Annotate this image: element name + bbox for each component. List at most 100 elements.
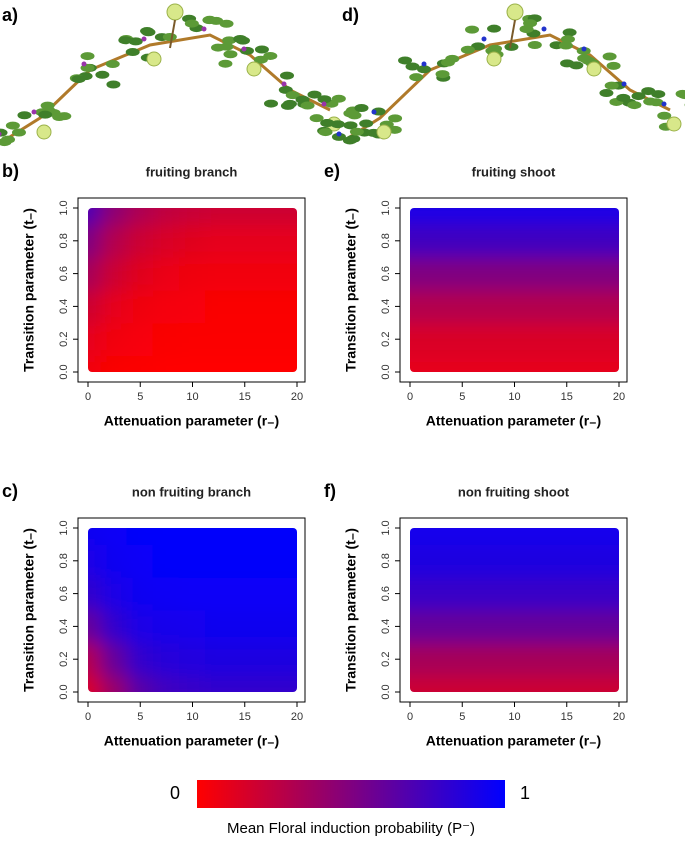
- heatmap-cell: [410, 675, 424, 692]
- leaf: [519, 25, 534, 34]
- leaf: [263, 51, 278, 60]
- heatmap-cell: [178, 528, 207, 545]
- heatmap-cell: [448, 355, 476, 372]
- heatmap-cell: [88, 322, 102, 357]
- heatmap-cell: [579, 355, 607, 372]
- heatmap-cell: [100, 355, 128, 372]
- x-tick-label: 10: [508, 711, 520, 723]
- heatmap-cell: [527, 609, 555, 644]
- heatmap-cell: [88, 609, 102, 644]
- heatmap-cell: [527, 642, 555, 677]
- heatmap-cell: [178, 609, 207, 644]
- leaf: [233, 35, 248, 44]
- heatmap-cell: [527, 208, 555, 225]
- heatmap-cell: [283, 256, 297, 291]
- leaf: [354, 103, 369, 112]
- heatmap-cell: [448, 609, 476, 644]
- heatmap-cell: [231, 322, 259, 357]
- heatmap-cell: [126, 576, 154, 611]
- leaf: [320, 119, 335, 128]
- heatmap-cell: [205, 223, 233, 258]
- heatmap-cell: [422, 528, 450, 545]
- heatmap-cell: [100, 322, 128, 357]
- heatmap-cell: [283, 642, 297, 677]
- heatmap-cell: [527, 675, 555, 692]
- heatmap-cell: [231, 528, 259, 545]
- leaf: [318, 128, 333, 137]
- leaf: [417, 65, 432, 74]
- x-tick-label: 15: [561, 391, 573, 403]
- heatmap-cell: [605, 289, 619, 324]
- heatmap-cell: [100, 642, 128, 677]
- fruit: [36, 124, 52, 140]
- heatmap-cell: [178, 355, 207, 372]
- fruit: [376, 124, 392, 140]
- leaf: [254, 45, 269, 54]
- leaf: [106, 80, 121, 89]
- leaf: [398, 56, 413, 65]
- leaf: [577, 54, 592, 63]
- colorbar: [197, 780, 505, 808]
- heatmap-cell: [553, 256, 581, 291]
- heatmap-cell: [579, 528, 607, 545]
- y-tick-label: 0.6: [380, 586, 392, 601]
- leaf: [631, 92, 646, 101]
- heatmap-cell: [605, 576, 619, 611]
- heatmap-cell: [152, 642, 180, 677]
- heatmap: [410, 528, 619, 692]
- leaf: [342, 136, 357, 145]
- heatmap-cell: [100, 675, 128, 692]
- bud: [241, 46, 247, 52]
- leaf: [128, 37, 143, 46]
- leaf: [606, 61, 621, 70]
- heatmap-cell: [579, 675, 607, 692]
- y-axis-label: Transition parameter (t₋): [21, 208, 37, 372]
- x-tick-label: 15: [239, 391, 251, 403]
- heatmap-cell: [100, 208, 128, 225]
- heatmap-cell: [474, 576, 502, 611]
- heatmap-cell: [500, 576, 529, 611]
- heatmap-cell: [500, 642, 529, 677]
- heatmap-cell: [422, 322, 450, 357]
- heatmap-cell: [205, 256, 233, 291]
- leaf: [0, 128, 8, 137]
- heatmap-cell: [152, 576, 180, 611]
- heatmap-cell: [422, 289, 450, 324]
- heatmap-cell: [100, 576, 128, 611]
- x-tick-label: 0: [85, 711, 91, 723]
- heatmap-cell: [178, 675, 207, 692]
- heatmap-cell: [605, 322, 619, 357]
- leaf: [223, 50, 238, 59]
- leaf: [280, 101, 295, 110]
- heatmap-cell: [553, 543, 581, 578]
- heatmap-cell: [100, 256, 128, 291]
- x-tick-label: 20: [613, 711, 625, 723]
- fruit: [506, 3, 524, 21]
- y-tick-label: 0.6: [380, 266, 392, 281]
- plot-frame: [77, 197, 306, 383]
- heatmap-cell: [152, 223, 180, 258]
- heatmap-cell: [527, 223, 555, 258]
- leaf: [616, 93, 631, 102]
- heatmap-cell: [178, 322, 207, 357]
- heatmap-cells: [410, 528, 619, 692]
- leaf: [560, 35, 575, 44]
- heatmap-cell: [553, 223, 581, 258]
- leaf: [465, 25, 480, 34]
- heatmap-cell: [178, 642, 207, 677]
- y-tick-label: 0.8: [58, 553, 70, 568]
- heatmap-cell: [553, 322, 581, 357]
- heatmap-cell: [605, 208, 619, 225]
- y-tick-label: 0.2: [380, 332, 392, 347]
- leaf: [343, 109, 358, 118]
- leaf: [435, 70, 450, 79]
- leaf: [527, 40, 542, 49]
- leaf: [558, 41, 573, 50]
- heatmap-cell: [88, 256, 102, 291]
- heatmap-cell: [500, 355, 529, 372]
- heatmap-cell: [178, 543, 207, 578]
- heatmap-cell: [178, 223, 207, 258]
- heatmap-cell: [474, 543, 502, 578]
- heatmap-cell: [257, 642, 285, 677]
- bud: [281, 81, 287, 87]
